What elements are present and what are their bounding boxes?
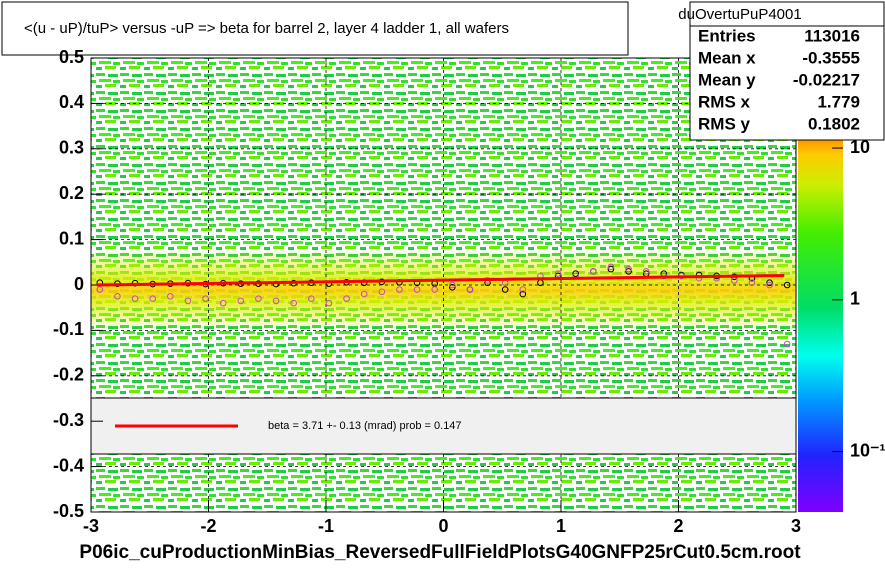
profile-point — [554, 270, 562, 277]
stats-box — [689, 1, 885, 141]
profile-point — [783, 281, 791, 289]
profile-point — [219, 299, 227, 307]
y-tick-label: -0.2 — [53, 365, 84, 385]
profile-point — [184, 297, 192, 305]
profile-point — [202, 295, 209, 302]
profile-point — [237, 297, 245, 305]
profile-point — [378, 288, 386, 296]
profile-point — [131, 295, 139, 302]
chart-title: <(u - uP)/tuP> versus -uP => beta for ba… — [24, 20, 509, 37]
stats-value: -0.02217 — [793, 70, 860, 89]
profile-point — [572, 270, 579, 277]
profile-point — [625, 268, 632, 275]
profile-point — [325, 299, 333, 307]
stats-label: Mean x — [698, 48, 756, 67]
stats-label: Mean y — [698, 70, 756, 89]
stats-value: 1.779 — [817, 92, 860, 111]
profile-point — [413, 286, 421, 293]
profile-point — [625, 265, 632, 273]
legend-label: beta = 3.71 +- 0.13 (mrad) prob = 0.147 — [268, 420, 462, 432]
profile-point — [783, 340, 791, 348]
profile-point — [748, 279, 756, 287]
color-bar — [798, 140, 843, 512]
y-tick-label: 0.3 — [59, 138, 84, 158]
y-tick-label: -0.3 — [53, 410, 84, 430]
x-tick-label: -3 — [83, 516, 99, 536]
stats-label: RMS y — [698, 114, 751, 133]
x-tick-label: -2 — [200, 516, 216, 536]
y-tick-label: 0 — [74, 274, 84, 294]
footer: P06ic_cuProductionMinBias_ReversedFullFi… — [79, 542, 801, 563]
x-tick-label: 2 — [673, 516, 683, 536]
x-tick-label: 3 — [791, 516, 801, 536]
fit-line — [96, 273, 785, 287]
profile-point — [590, 268, 597, 275]
profile-point — [642, 268, 650, 275]
y-tick-label: -0.1 — [53, 319, 84, 339]
profile-point — [396, 286, 403, 293]
profile-point — [360, 290, 368, 298]
profile-point — [766, 281, 773, 289]
profile-point — [731, 277, 738, 284]
x-tick-label: -1 — [318, 516, 334, 536]
y-tick-label: 0.4 — [59, 92, 84, 112]
y-tick-label: 0.5 — [59, 47, 84, 67]
profile-point — [449, 283, 456, 291]
profile-point — [290, 299, 297, 307]
profile-point — [149, 295, 156, 302]
profile-point — [96, 286, 104, 293]
profile-point — [519, 286, 527, 293]
profile-point — [343, 295, 350, 302]
profile-point — [449, 281, 456, 289]
stats-name: duOvertuPuP4001 — [678, 6, 801, 23]
y-tick-label: -0.5 — [53, 501, 84, 521]
x-tick-label: 0 — [438, 516, 448, 536]
profile-point — [501, 286, 509, 293]
stats-value: 113016 — [804, 26, 860, 45]
profile-point — [466, 286, 474, 293]
y-tick-label: 0.1 — [59, 228, 84, 248]
profile-point — [607, 263, 615, 271]
stats-label: RMS x — [698, 92, 751, 111]
profile-point — [308, 295, 315, 302]
profile-point — [431, 286, 438, 293]
z-tick-label: 1 — [850, 289, 860, 309]
stats-label: Entries — [698, 26, 756, 45]
stats-value: 0.1802 — [808, 114, 860, 133]
title-box — [1, 1, 629, 56]
y-tick-label: -0.4 — [53, 455, 84, 475]
profile-point — [114, 293, 121, 300]
profile-point — [272, 297, 280, 305]
profile-point — [167, 293, 174, 300]
z-tick-label: 10⁻¹ — [850, 440, 885, 460]
z-tick-label: 10 — [850, 137, 870, 157]
stats-value: -0.3555 — [802, 48, 860, 67]
profile-point — [519, 290, 527, 298]
y-tick-label: 0.2 — [59, 183, 84, 203]
profile-point — [766, 279, 773, 287]
profile-point — [607, 265, 615, 273]
profile-point — [255, 295, 262, 302]
x-tick-label: 1 — [556, 516, 566, 536]
